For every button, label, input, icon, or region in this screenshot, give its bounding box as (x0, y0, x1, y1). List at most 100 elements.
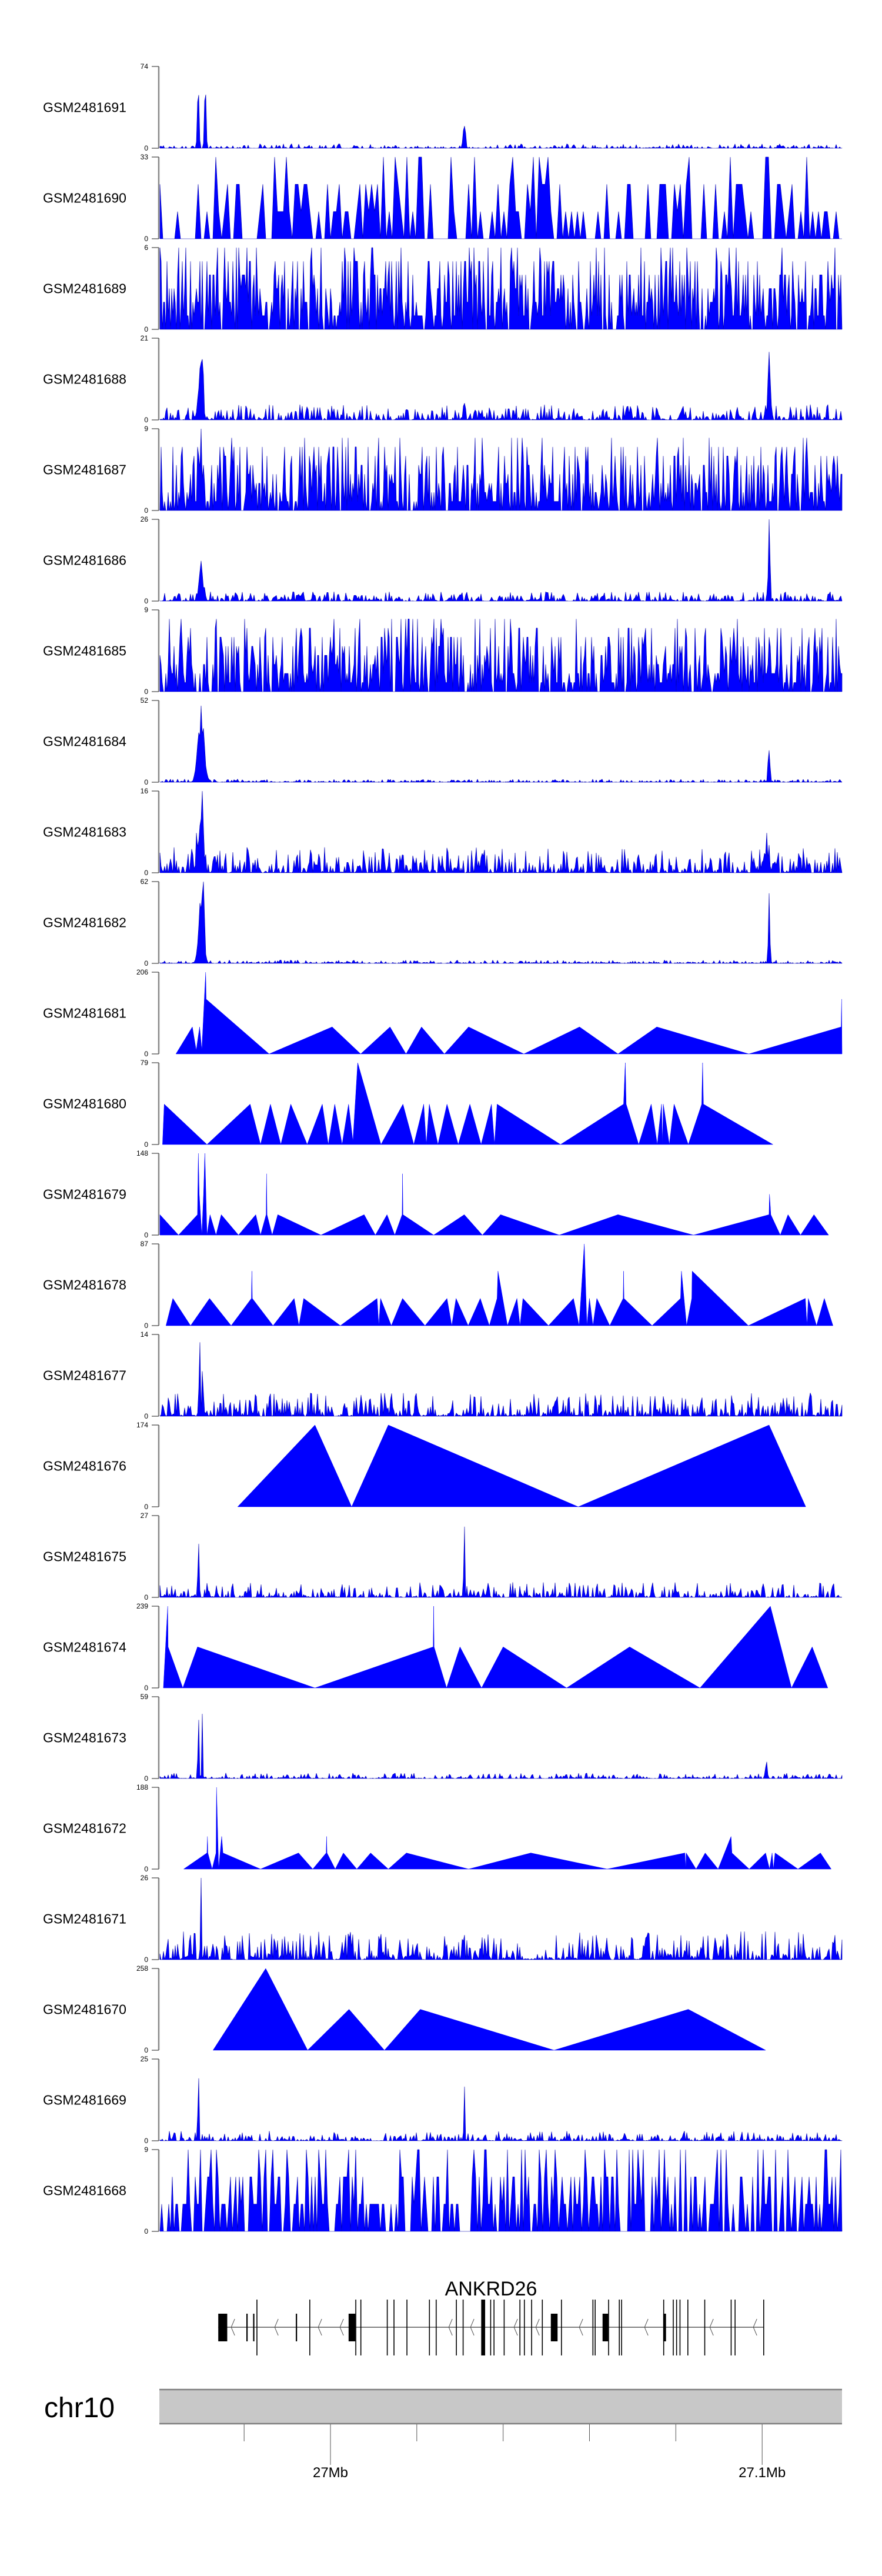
strand-arrow-icon (709, 2318, 714, 2336)
track-label: GSM2481688 (43, 372, 126, 387)
signal-area (183, 1787, 832, 1870)
track-GSM2481685: GSM2481685 9 0 (43, 606, 843, 696)
track-label: GSM2481680 (43, 1096, 126, 1112)
exon (348, 2314, 356, 2341)
exon (503, 2300, 505, 2355)
y-tick-label-max: 27 (141, 1511, 149, 1520)
signal-area (159, 94, 843, 149)
y-tick-label-max: 9 (144, 2145, 148, 2154)
signal-area (175, 972, 843, 1055)
exon (246, 2314, 248, 2341)
track-label: GSM2481679 (43, 1187, 126, 1202)
y-tick-label-max: 14 (141, 1330, 149, 1339)
track-GSM2481683: GSM2481683 16 0 (43, 787, 843, 877)
track-label: GSM2481676 (43, 1459, 126, 1474)
exon (550, 2314, 558, 2341)
track-GSM2481690: GSM2481690 33 0 (43, 153, 842, 243)
track-label: GSM2481683 (43, 825, 126, 840)
exon (663, 2314, 666, 2341)
chromosome-axis: chr10 27Mb 27.1Mb (44, 2388, 842, 2481)
strand-arrow-icon (339, 2318, 344, 2336)
exon (406, 2300, 407, 2355)
track-label: GSM2481687 (43, 462, 126, 478)
track-label: GSM2481674 (43, 1640, 126, 1655)
y-tick-label-min: 0 (144, 144, 148, 152)
track-label: GSM2481690 (43, 191, 126, 206)
track-label: GSM2481672 (43, 1821, 126, 1836)
exon (730, 2300, 732, 2355)
track-GSM2481677: GSM2481677 14 0 (43, 1330, 843, 1420)
chromosome-band (159, 2390, 842, 2424)
y-tick-label-max: 258 (136, 1964, 148, 1973)
strand-arrow-icon (753, 2318, 757, 2336)
exon (687, 2300, 689, 2355)
track-label: GSM2481671 (43, 1911, 126, 1927)
y-tick-label-min: 0 (144, 597, 148, 605)
exon (386, 2300, 388, 2355)
y-tick-label-max: 52 (141, 696, 149, 705)
exon (608, 2300, 609, 2355)
strand-arrow-icon (230, 2318, 235, 2336)
exon (676, 2300, 677, 2355)
signal-area (159, 1153, 829, 1236)
strand-arrow-icon (318, 2318, 322, 2336)
signal-area (159, 428, 843, 511)
track-label: GSM2481682 (43, 915, 126, 930)
y-tick-label-min: 0 (144, 1412, 148, 1420)
exon (619, 2300, 620, 2355)
exon (253, 2314, 255, 2341)
y-tick-label-min: 0 (144, 1684, 148, 1692)
track-GSM2481674: GSM2481674 239 0 (43, 1602, 828, 1692)
signal-area (159, 2149, 843, 2232)
y-tick-label-min: 0 (144, 2137, 148, 2145)
track-label: GSM2481668 (43, 2183, 126, 2198)
y-tick-label-max: 26 (141, 1874, 149, 1882)
y-tick-label-max: 206 (136, 968, 148, 976)
y-tick-label-max: 148 (136, 1149, 148, 1157)
strand-arrow-icon (535, 2318, 540, 2336)
y-tick-label-max: 16 (141, 787, 149, 795)
y-tick-label-max: 26 (141, 515, 149, 523)
y-tick-label-max: 62 (141, 877, 149, 886)
track-label: GSM2481691 (43, 100, 126, 115)
strand-arrow-icon (448, 2318, 453, 2336)
exon (256, 2300, 258, 2355)
exon (542, 2300, 543, 2355)
track-GSM2481686: GSM2481686 26 0 (43, 515, 843, 605)
y-tick-label-min: 0 (144, 506, 148, 515)
gene-track: ANKRD26 (218, 2278, 764, 2355)
y-tick-label-max: 239 (136, 1602, 148, 1610)
y-tick-label-min: 0 (144, 869, 148, 877)
exon (763, 2300, 764, 2355)
track-GSM2481676: GSM2481676 174 0 (43, 1421, 806, 1511)
track-GSM2481691: GSM2481691 74 0 (43, 62, 843, 152)
strand-arrow-icon (470, 2318, 475, 2336)
track-label: GSM2481670 (43, 2002, 126, 2017)
signal-area (159, 790, 843, 873)
signal-area (159, 1342, 843, 1417)
track-GSM2481672: GSM2481672 188 0 (43, 1783, 832, 1873)
strand-arrow-icon (513, 2318, 518, 2336)
exon (309, 2300, 310, 2355)
track-label: GSM2481686 (43, 553, 126, 568)
exon (523, 2300, 525, 2355)
y-tick-label-min: 0 (144, 1503, 148, 1511)
signal-area (162, 1062, 774, 1145)
track-GSM2481668: GSM2481668 9 0 (43, 2145, 843, 2235)
track-GSM2481682: GSM2481682 62 0 (43, 877, 843, 967)
track-GSM2481671: GSM2481671 26 0 (43, 1874, 843, 1964)
signal-area (159, 247, 843, 330)
y-tick-label-max: 21 (141, 334, 149, 342)
exon (663, 2300, 664, 2355)
track-label: GSM2481678 (43, 1277, 126, 1293)
track-GSM2481669: GSM2481669 25 0 (43, 2055, 843, 2145)
signal-area (159, 705, 843, 783)
track-label: GSM2481673 (43, 1730, 126, 1746)
signal-area (159, 881, 843, 964)
exon (360, 2300, 362, 2355)
exon (519, 2300, 521, 2355)
track-GSM2481681: GSM2481681 206 0 (43, 968, 843, 1058)
y-tick-label-min: 0 (144, 2227, 148, 2235)
exon (456, 2300, 457, 2355)
y-tick-label-min: 0 (144, 1774, 148, 1783)
